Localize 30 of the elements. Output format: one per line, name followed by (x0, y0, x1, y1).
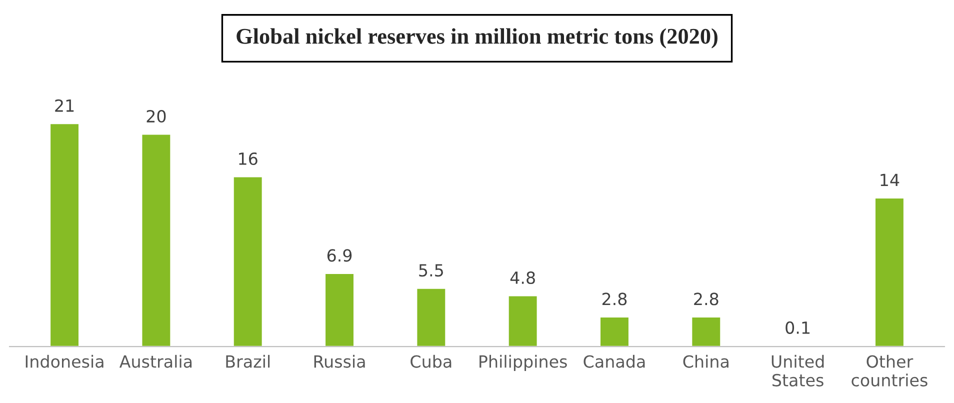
x-tick-label: Other countries (852, 354, 928, 386)
bar (140, 133, 172, 347)
x-tick-label: Brazil (226, 354, 270, 368)
bar (507, 294, 538, 347)
x-tick-label: United States (772, 354, 824, 386)
data-label: 16 (239, 152, 258, 166)
x-tick-label: Cuba (410, 354, 452, 368)
bar (874, 197, 905, 347)
data-label: 2.8 (694, 292, 718, 306)
bar (324, 272, 355, 347)
bar (49, 122, 80, 347)
x-tick-label: Australia (119, 354, 192, 368)
chart-title: Global nickel reserves in million metric tons (2020) (236, 28, 718, 48)
bar (416, 287, 447, 347)
x-tick-label: Indonesia (26, 354, 104, 368)
x-tick-label: Russia (314, 354, 365, 368)
bar (232, 176, 264, 347)
data-label: 2.8 (602, 292, 627, 306)
bar (599, 316, 630, 347)
bar (690, 316, 722, 347)
data-label: 21 (55, 99, 74, 112)
data-label: 20 (146, 110, 166, 123)
data-label: 0.1 (786, 321, 810, 334)
data-label: 6.9 (327, 249, 352, 262)
data-label: 14 (880, 174, 900, 186)
x-tick-label: Philippines (480, 354, 567, 372)
x-tick-label: China (683, 354, 728, 368)
data-label: 4.8 (510, 271, 535, 284)
x-tick-label: Canada (584, 354, 645, 368)
data-label: 5.5 (419, 264, 443, 277)
